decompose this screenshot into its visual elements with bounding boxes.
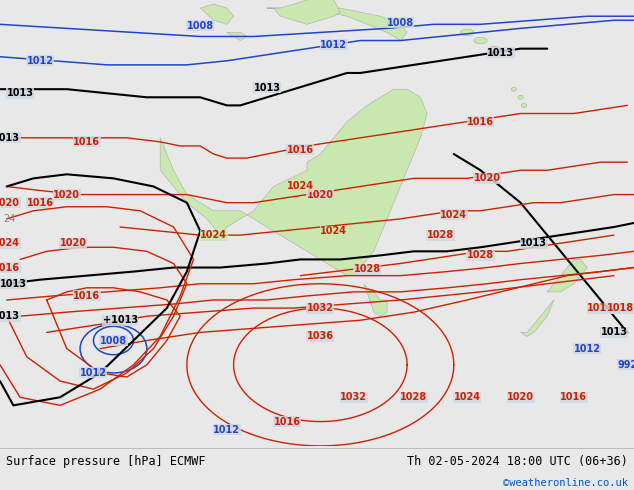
Text: 1024: 1024 (287, 181, 314, 192)
Ellipse shape (518, 95, 523, 99)
Text: ©weatheronline.co.uk: ©weatheronline.co.uk (503, 478, 628, 489)
Text: 1028: 1028 (467, 250, 494, 260)
Ellipse shape (474, 37, 487, 44)
Text: 1013: 1013 (254, 82, 280, 93)
Polygon shape (200, 4, 233, 24)
Text: 1016: 1016 (287, 145, 314, 155)
Polygon shape (521, 300, 554, 337)
Text: 1020: 1020 (507, 392, 534, 402)
Text: 1020: 1020 (474, 173, 501, 183)
Text: 1020: 1020 (60, 238, 87, 248)
Text: 1024: 1024 (440, 210, 467, 220)
Text: 1020: 1020 (0, 197, 20, 208)
Text: 1016: 1016 (273, 416, 301, 427)
Text: 1016: 1016 (74, 291, 100, 301)
Text: Surface pressure [hPa] ECMWF: Surface pressure [hPa] ECMWF (6, 455, 206, 468)
Text: 1013: 1013 (0, 311, 20, 321)
Text: 1020: 1020 (307, 190, 334, 199)
Ellipse shape (460, 29, 474, 36)
Text: 1012: 1012 (320, 40, 347, 49)
Text: 1032: 1032 (307, 303, 334, 313)
Polygon shape (160, 89, 427, 276)
Text: 1013: 1013 (0, 133, 20, 143)
Ellipse shape (511, 87, 517, 91)
Text: 1013: 1013 (0, 279, 27, 289)
Text: 1036: 1036 (307, 331, 334, 342)
Text: 1024: 1024 (454, 392, 481, 402)
Polygon shape (227, 32, 247, 41)
Text: 1016: 1016 (560, 392, 588, 402)
Ellipse shape (521, 103, 527, 107)
Text: 1016: 1016 (587, 303, 614, 313)
Text: 1016: 1016 (0, 263, 20, 272)
Text: 1008: 1008 (186, 21, 214, 31)
Text: 1018: 1018 (607, 303, 634, 313)
Text: 1024: 1024 (0, 238, 20, 248)
Text: 1020: 1020 (53, 190, 81, 199)
Text: 1012: 1012 (27, 56, 53, 66)
Text: 1016: 1016 (27, 197, 53, 208)
Text: 992: 992 (618, 360, 634, 370)
Polygon shape (267, 8, 407, 41)
Text: 1024: 1024 (200, 230, 227, 240)
Text: 1013: 1013 (487, 48, 514, 58)
Text: 1024: 1024 (320, 226, 347, 236)
Text: 1032: 1032 (340, 392, 367, 402)
Text: 1016: 1016 (467, 117, 494, 126)
Polygon shape (547, 259, 587, 292)
Polygon shape (364, 284, 387, 316)
Text: 1028: 1028 (354, 264, 380, 274)
Text: 1013: 1013 (521, 238, 547, 248)
Text: Th 02-05-2024 18:00 UTC (06+36): Th 02-05-2024 18:00 UTC (06+36) (407, 455, 628, 468)
Polygon shape (267, 0, 340, 24)
Text: 1028: 1028 (400, 392, 427, 402)
Text: 1016: 1016 (74, 137, 100, 147)
Ellipse shape (489, 46, 499, 51)
Text: 1013: 1013 (6, 88, 34, 98)
Text: 1028: 1028 (427, 230, 454, 240)
Text: +1013: +1013 (103, 315, 138, 325)
Text: 1012: 1012 (574, 343, 601, 354)
Text: 1012: 1012 (214, 425, 240, 435)
Text: 24: 24 (3, 214, 16, 224)
Text: 1008: 1008 (100, 336, 127, 345)
Text: 1013: 1013 (600, 327, 628, 338)
Text: 1012: 1012 (80, 368, 107, 378)
Text: 1008: 1008 (387, 18, 414, 28)
